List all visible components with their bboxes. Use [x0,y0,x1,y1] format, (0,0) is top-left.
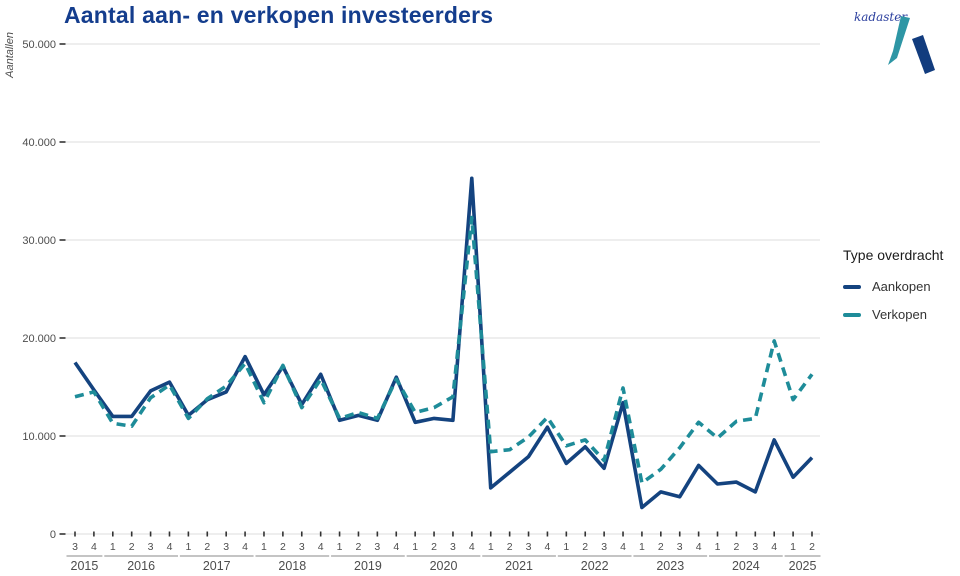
quarter-tick-label: 1 [488,541,494,553]
y-tick-label: 20.000 [22,333,56,345]
year-label: 2023 [656,559,684,573]
year-label: 2024 [732,559,760,573]
legend: Type overdracht Aankopen Verkopen [843,247,943,335]
quarter-tick-label: 1 [261,541,267,553]
quarter-tick-label: 3 [526,541,532,553]
quarter-tick-label: 4 [393,541,399,553]
quarter-tick-label: 3 [601,541,607,553]
legend-item-aankopen: Aankopen [843,279,943,294]
year-label: 2022 [581,559,609,573]
quarter-tick-label: 1 [639,541,645,553]
quarter-tick-label: 4 [167,541,173,553]
quarter-tick-label: 3 [148,541,154,553]
quarter-tick-label: 4 [696,541,702,553]
quarter-tick-label: 4 [469,541,475,553]
year-label: 2020 [430,559,458,573]
page-title: Aantal aan- en verkopen investeerders [64,2,494,28]
quarter-tick-label: 1 [563,541,569,553]
y-tick-label: 50.000 [22,39,56,51]
quarter-tick-label: 2 [280,541,286,553]
kadaster-logo-mark-icon [888,16,935,74]
quarter-tick-label: 3 [450,541,456,553]
legend-item-label: Verkopen [872,307,927,322]
quarter-tick-label: 3 [677,541,683,553]
quarter-tick-label: 4 [545,541,551,553]
quarter-tick-label: 3 [299,541,305,553]
y-tick-label: 10.000 [22,431,56,443]
series-aankopen-line [73,176,814,510]
quarter-tick-label: 2 [658,541,664,553]
quarter-tick-label: 2 [507,541,513,553]
year-label: 2016 [127,559,155,573]
kadaster-logo: kadaster [852,6,957,86]
quarter-tick-label: 1 [715,541,721,553]
quarter-tick-label: 2 [129,541,135,553]
quarter-tick-label: 4 [318,541,324,553]
quarter-tick-label: 2 [204,541,210,553]
quarter-tick-label: 1 [110,541,116,553]
quarter-tick-label: 2 [733,541,739,553]
y-tick-label: 0 [50,529,56,541]
quarter-tick-label: 1 [412,541,418,553]
quarter-tick-label: 1 [185,541,191,553]
kadaster-logo-text: kadaster [854,10,908,24]
quarter-tick-label: 4 [91,541,97,553]
verkopen-line-swatch [843,312,861,317]
quarter-tick-label: 1 [790,541,796,553]
aankopen-line-swatch [843,284,861,289]
quarter-tick-label: 2 [809,541,815,553]
quarter-tick-label: 2 [431,541,437,553]
quarter-tick-label: 3 [72,541,78,553]
legend-item-label: Aankopen [872,279,931,294]
legend-title: Type overdracht [843,247,944,263]
year-label: 2025 [789,559,817,573]
y-tick-label: 30.000 [22,235,56,247]
year-label: 2017 [203,559,231,573]
quarter-tick-label: 2 [356,541,362,553]
series-verkopen-line [74,215,814,485]
year-label: 2015 [71,559,99,573]
quarter-tick-label: 2 [582,541,588,553]
y-tick-label: 40.000 [22,137,56,149]
quarter-tick-label: 3 [223,541,229,553]
quarter-tick-label: 4 [620,541,626,553]
quarter-tick-label: 3 [752,541,758,553]
quarter-tick-label: 4 [242,541,248,553]
year-label: 2019 [354,559,382,573]
quarter-tick-label: 3 [374,541,380,553]
year-label: 2018 [278,559,306,573]
quarter-tick-label: 1 [337,541,343,553]
legend-item-verkopen: Verkopen [843,307,943,322]
quarter-tick-label: 4 [771,541,777,553]
year-label: 2021 [505,559,533,573]
